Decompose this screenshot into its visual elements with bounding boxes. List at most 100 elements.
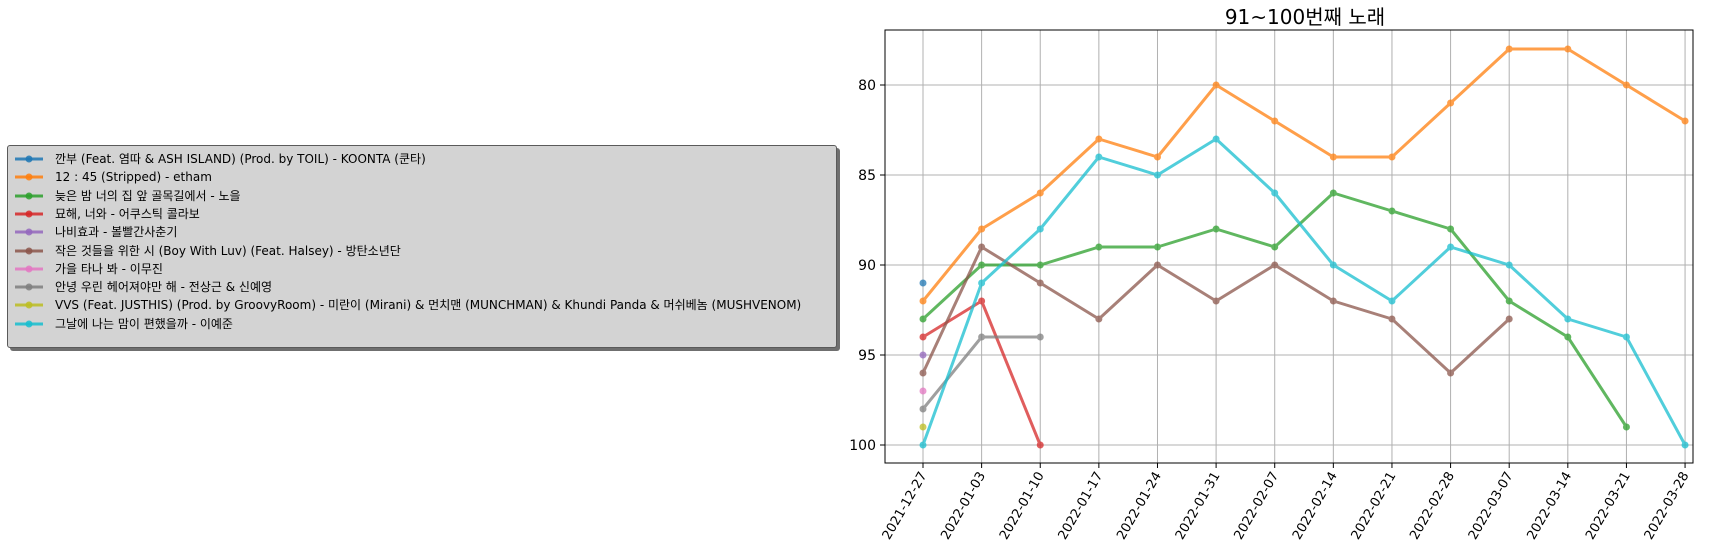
data-point — [1271, 117, 1279, 125]
legend-item: 가을 타나 봐 - 이무진 — [14, 260, 163, 278]
data-point — [1388, 297, 1396, 305]
legend-item: 안녕 우린 헤어져야만 해 - 전상근 & 신예영 — [14, 278, 272, 296]
legend-label: 안녕 우린 헤어져야만 해 - 전상근 & 신예영 — [55, 280, 273, 295]
legend-label: VVS (Feat. JUSTHIS) (Prod. by GroovyRoom… — [55, 298, 802, 313]
legend-swatch — [15, 228, 43, 236]
data-point — [919, 279, 927, 287]
x-tick-label: 2022-03-14 — [1525, 470, 1576, 543]
data-point — [919, 369, 927, 377]
series-9 — [919, 423, 927, 431]
data-point — [1388, 207, 1396, 215]
data-point — [1153, 171, 1161, 179]
y-tick-label: 100 — [849, 438, 876, 454]
legend-item: 깐부 (Feat. 염따 & ASH ISLAND) (Prod. by TOI… — [14, 150, 426, 168]
data-point — [978, 333, 986, 341]
legend-swatch — [15, 247, 43, 254]
legend-swatch — [15, 320, 43, 328]
legend-item: 12 : 45 (Stripped) - etham — [14, 168, 212, 186]
data-point — [1095, 243, 1103, 251]
data-point — [919, 315, 927, 323]
legend-label: 묘해, 너와 - 어쿠스틱 콜라보 — [55, 206, 200, 221]
legend-label: 가을 타나 봐 - 이무진 — [55, 261, 163, 276]
series-3 — [919, 189, 1630, 431]
data-point — [919, 333, 927, 341]
y-tick-label: 80 — [858, 78, 876, 94]
data-point — [1212, 135, 1220, 143]
data-point — [1564, 333, 1572, 341]
data-point — [1329, 153, 1337, 161]
series-1 — [919, 279, 927, 287]
data-point — [1271, 189, 1279, 197]
y-tick-label: 95 — [858, 348, 876, 364]
data-point — [1095, 135, 1103, 143]
chart-title: 91~100번째 노래 — [1225, 5, 1385, 29]
data-point — [919, 297, 927, 305]
x-tick-label: 2022-01-03 — [938, 470, 989, 543]
x-tick-label: 2022-02-21 — [1349, 470, 1400, 543]
plot-area — [884, 29, 1694, 464]
legend-label: 작은 것들을 위한 시 (Boy With Luv) (Feat. Halsey… — [55, 243, 401, 258]
data-point — [1036, 279, 1044, 287]
data-point — [1388, 153, 1396, 161]
data-point — [1329, 189, 1337, 197]
data-point — [1095, 153, 1103, 161]
x-tick-label: 2022-01-17 — [1056, 470, 1107, 543]
x-tick-label: 2022-02-07 — [1231, 470, 1282, 543]
series-10 — [919, 135, 1689, 449]
legend-swatch — [15, 265, 43, 273]
legend-label: 그날에 나는 맘이 편했을까 - 이예준 — [55, 316, 233, 331]
data-point — [919, 405, 927, 413]
data-point — [1153, 261, 1161, 269]
data-point — [978, 297, 986, 305]
data-point — [1447, 99, 1455, 107]
legend-swatch — [15, 283, 43, 291]
data-point — [1622, 423, 1630, 431]
data-point — [1622, 81, 1630, 89]
data-point — [919, 387, 927, 395]
data-point — [1622, 333, 1630, 341]
legend-item: 작은 것들을 위한 시 (Boy With Luv) (Feat. Halsey… — [14, 242, 401, 260]
x-tick-label: 2022-03-28 — [1642, 470, 1693, 543]
data-point — [1681, 117, 1689, 125]
data-point — [1212, 81, 1220, 89]
legend-label: 깐부 (Feat. 염따 & ASH ISLAND) (Prod. by TOI… — [55, 152, 426, 166]
legend-swatch — [15, 192, 43, 200]
data-point — [1447, 225, 1455, 233]
legend-item: 묘해, 너와 - 어쿠스틱 콜라보 — [14, 205, 200, 223]
data-point — [919, 423, 927, 431]
legend-label: 늦은 밤 너의 집 앞 골목길에서 - 노을 — [55, 188, 241, 203]
series-6 — [919, 243, 1513, 377]
data-point — [919, 441, 927, 449]
data-point — [919, 351, 927, 359]
series-8 — [919, 333, 1044, 413]
legend-item: 그날에 나는 맘이 편했을까 - 이예준 — [14, 315, 233, 333]
legend-item: VVS (Feat. JUSTHIS) (Prod. by GroovyRoom… — [14, 296, 801, 314]
legend-swatch — [15, 155, 43, 163]
data-point — [1271, 261, 1279, 269]
data-point — [1505, 297, 1513, 305]
x-tick-label: 2022-01-10 — [997, 470, 1048, 543]
data-point — [1212, 225, 1220, 233]
y-tick-label: 85 — [858, 168, 876, 184]
data-point — [1036, 225, 1044, 233]
data-point — [1447, 369, 1455, 377]
legend-swatch — [15, 210, 43, 218]
data-point — [1681, 441, 1689, 449]
data-point — [1036, 441, 1044, 449]
series-line — [921, 47, 1687, 303]
series-5 — [919, 351, 927, 359]
data-point — [978, 261, 986, 269]
legend-label: 나비효과 - 볼빨간사춘기 — [55, 225, 178, 240]
data-point — [978, 225, 986, 233]
y-tick-label: 90 — [858, 258, 876, 274]
x-tick-label: 2022-03-07 — [1466, 470, 1517, 543]
data-point — [1036, 261, 1044, 269]
x-tick-label: 2022-01-31 — [1173, 470, 1224, 543]
data-point — [978, 243, 986, 251]
data-point — [1505, 45, 1513, 53]
data-point — [1329, 261, 1337, 269]
legend-item: 나비효과 - 볼빨간사춘기 — [14, 223, 177, 241]
series-line — [921, 137, 1687, 447]
series-7 — [919, 387, 927, 395]
